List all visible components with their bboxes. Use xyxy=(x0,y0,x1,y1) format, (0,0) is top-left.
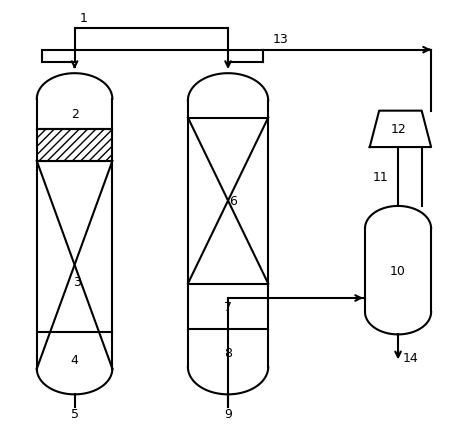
Text: 13: 13 xyxy=(273,33,289,46)
Text: 12: 12 xyxy=(390,123,406,136)
Text: 14: 14 xyxy=(403,352,418,365)
Text: 10: 10 xyxy=(390,264,406,277)
Text: 7: 7 xyxy=(224,300,232,313)
Text: 8: 8 xyxy=(224,346,232,359)
Text: 1: 1 xyxy=(79,12,87,25)
Text: 4: 4 xyxy=(71,353,78,366)
Text: 6: 6 xyxy=(229,195,237,208)
Text: 11: 11 xyxy=(373,171,389,184)
Text: 2: 2 xyxy=(71,108,78,121)
Text: 3: 3 xyxy=(73,276,81,289)
Text: 9: 9 xyxy=(224,407,232,420)
Text: 5: 5 xyxy=(71,407,78,420)
Bar xyxy=(37,129,113,162)
